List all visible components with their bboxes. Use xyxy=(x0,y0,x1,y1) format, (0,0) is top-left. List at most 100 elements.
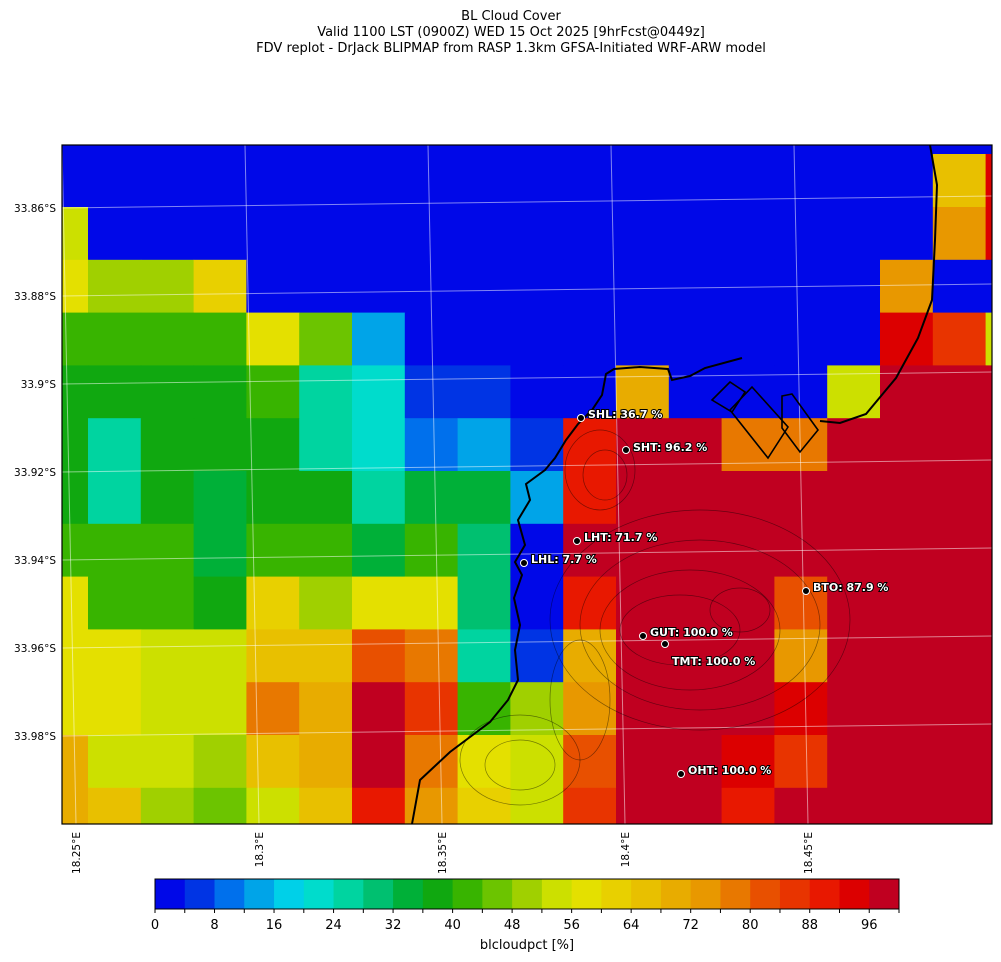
heatmap-cell xyxy=(880,365,934,419)
colorbar-bin xyxy=(601,879,632,909)
longitude-label: 18.4°E xyxy=(620,832,632,867)
heatmap-cell xyxy=(880,576,934,630)
heatmap-cell xyxy=(62,682,89,736)
colorbar-bin xyxy=(690,879,721,909)
latitude-label: 33.88°S xyxy=(14,291,56,303)
colorbar-tick-label: 96 xyxy=(861,918,878,933)
colorbar-bin xyxy=(363,879,394,909)
heatmap-cell xyxy=(88,312,142,366)
heatmap-cell xyxy=(932,154,987,208)
heatmap-cell xyxy=(985,418,993,472)
heatmap-cell xyxy=(140,682,195,736)
heatmap-cell xyxy=(510,259,564,314)
longitude-gridline xyxy=(793,144,809,825)
colorbar-bin xyxy=(750,879,781,909)
heatmap-cell xyxy=(404,735,459,789)
heatmap-cell xyxy=(932,145,987,155)
heatmap-cell xyxy=(193,365,247,419)
heatmap-cell xyxy=(510,365,564,419)
heatmap-cell xyxy=(510,682,564,736)
heatmap-cell xyxy=(246,682,300,736)
heatmap-cell xyxy=(457,576,511,630)
heatmap-cell xyxy=(880,207,934,261)
heatmap-cell xyxy=(246,787,300,825)
heatmap-cell xyxy=(616,682,670,736)
heatmap-cell xyxy=(563,259,617,314)
station-label: SHL: 36.7 % xyxy=(588,408,662,421)
heatmap-cell xyxy=(668,145,723,155)
heatmap-cell xyxy=(721,145,775,155)
colorbar-bin xyxy=(244,879,275,909)
heatmap-cell xyxy=(88,259,142,314)
heatmap-cell xyxy=(668,471,723,525)
heatmap-cell xyxy=(510,471,564,525)
longitude-gridline xyxy=(61,144,77,825)
heatmap-cell xyxy=(352,312,406,366)
heatmap-cell xyxy=(774,787,828,825)
heatmap-cell xyxy=(352,471,406,525)
heatmap-cell xyxy=(774,629,828,683)
heatmap-cell xyxy=(985,471,993,525)
station-marker xyxy=(577,414,585,422)
heatmap-cell xyxy=(668,629,723,683)
heatmap-cell xyxy=(616,312,670,366)
heatmap-cell xyxy=(88,735,142,789)
heatmap-cell xyxy=(510,629,564,683)
station-label: OHT: 100.0 % xyxy=(688,764,771,777)
heatmap-cell xyxy=(140,365,195,419)
graticule xyxy=(61,144,993,825)
heatmap-cell xyxy=(193,576,247,630)
station-label: LHT: 71.7 % xyxy=(584,531,657,544)
heatmap-cell xyxy=(985,207,993,261)
heatmap-cell xyxy=(932,365,987,419)
heatmap-cell xyxy=(616,145,670,155)
model-subtitle: FDV replot - DrJack BLIPMAP from RASP 1.… xyxy=(256,41,766,56)
heatmap-cell xyxy=(563,735,617,789)
colorbar-bin xyxy=(184,879,216,909)
station-marker xyxy=(520,559,528,567)
heatmap-cell xyxy=(352,145,406,155)
heatmap-cell xyxy=(932,787,987,825)
colorbar-bin xyxy=(541,879,573,909)
heatmap-cell xyxy=(246,735,300,789)
colorbar-tick-label: 80 xyxy=(742,918,759,933)
heatmap-cell xyxy=(880,145,934,155)
colorbar-tick-label: 40 xyxy=(444,918,461,933)
heatmap-cell xyxy=(246,629,300,683)
chart-title: BL Cloud Cover xyxy=(461,9,561,24)
station-marker xyxy=(661,640,669,648)
colorbar-bin xyxy=(214,879,245,909)
heatmap-cell xyxy=(774,576,828,630)
heatmap-cell xyxy=(932,576,987,630)
heatmap-cell xyxy=(88,471,142,525)
longitude-label: 18.25°E xyxy=(71,832,83,874)
heatmap-cell xyxy=(457,523,511,578)
heatmap-cell xyxy=(827,312,881,366)
heatmap-cell xyxy=(404,207,459,261)
map-frame xyxy=(61,144,993,825)
heatmap-cell xyxy=(299,787,353,825)
station-label: BTO: 87.9 % xyxy=(813,581,888,594)
colorbar-bin xyxy=(720,879,751,909)
colorbar-tick-label: 8 xyxy=(210,918,218,933)
heatmap-cell xyxy=(193,471,247,525)
heatmap-cell xyxy=(62,154,89,208)
station-label: LHL: 7.7 % xyxy=(531,553,597,566)
heatmap-cell xyxy=(616,523,670,578)
heatmap-cell xyxy=(88,787,142,825)
latitude-labels: 33.86°S 33.88°S 33.9°S 33.92°S 33.94°S 33.96°… xyxy=(14,203,56,743)
heatmap-cell xyxy=(668,576,723,630)
latitude-gridline xyxy=(61,283,993,297)
heatmap-cell xyxy=(404,629,459,683)
heatmap-cell xyxy=(932,259,987,314)
heatmap-cell xyxy=(299,418,353,472)
heatmap-cell xyxy=(404,682,459,736)
heatmap-cell xyxy=(404,576,459,630)
heatmap-cell xyxy=(932,629,987,683)
station-markers: SHL: 36.7 % SHT: 96.2 % LHT: 71.7 % LHL: 7.… xyxy=(520,407,889,778)
heatmap-cell xyxy=(299,471,353,525)
heatmap-cell xyxy=(932,735,987,789)
heatmap-cell xyxy=(404,471,459,525)
heatmap-cell xyxy=(299,576,353,630)
heatmap-cell xyxy=(88,154,142,208)
